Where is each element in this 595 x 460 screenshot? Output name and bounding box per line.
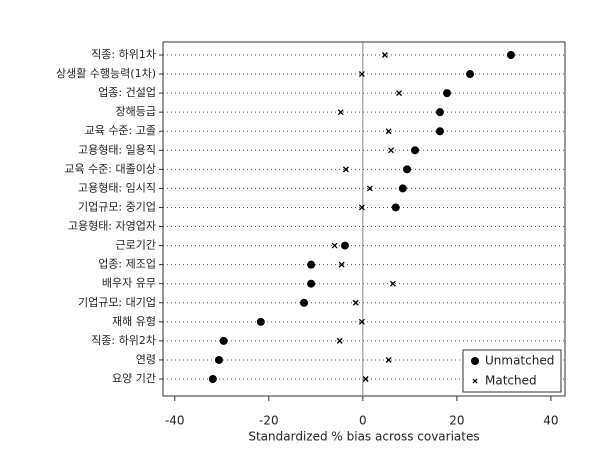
cross [358,71,365,78]
y-tick-label: 기업규모: 대기업 [78,296,156,309]
dot [398,184,407,193]
cross [358,318,365,325]
cross [337,109,344,116]
cross [336,337,343,344]
legend-box [462,349,562,393]
y-tick-label: 요양 기간 [112,372,156,385]
cross [389,280,396,287]
dot [411,146,420,155]
dot [300,298,309,307]
y-tick-label: 연령 [136,353,156,366]
dot [307,260,316,269]
y-tick-label: 직종: 하위2차 [91,333,156,347]
cross [358,204,365,211]
plot-frame [162,41,566,397]
y-tick-label: 교육 수준: 대졸이상 [64,162,156,175]
legend-cross [472,378,478,384]
y-tick-label: 근로기간 [116,239,156,252]
cross [366,185,373,192]
x-axis-label: Standardized % bias across covariates [248,430,479,444]
legend-label: Unmatched [485,354,554,368]
dot [442,89,451,98]
legend-label: Matched [485,374,537,388]
dot [208,375,217,383]
y-tick-label: 재해 유형 [112,314,156,328]
dot [435,127,444,136]
dot [435,108,444,117]
x-tick-label: 0 [359,414,367,428]
legend-dot [471,357,479,365]
cross [342,166,349,173]
x-tick-label: 40 [543,414,558,428]
y-tick-label: 고용형태: 일용직 [78,142,156,156]
dot [307,279,316,288]
y-tick-label: 장해등급 [116,104,156,118]
dot [256,317,265,326]
dot [340,241,349,250]
x-tick-label: -20 [259,414,279,428]
dot [403,165,412,174]
dot [506,51,515,59]
y-tick-label: 배우자 유무 [102,277,156,290]
x-tick-label: 20 [449,414,464,428]
cross [338,261,345,268]
y-tick-label: 교육 수준: 고졸 [85,124,156,137]
cross [385,356,392,363]
dot [466,70,475,79]
y-tick-label: 고용형태: 자영업자 [68,220,156,233]
y-tick-label: 업종: 제조업 [98,258,156,271]
y-tick-label: 직종: 하위1차 [91,47,156,61]
cross [388,147,394,154]
cross [385,128,392,135]
x-tick-label: -40 [165,414,185,428]
y-tick-label: 기업규모: 중기업 [78,200,156,213]
y-tick-label: 상생활 수행능력(1차) [56,66,156,80]
cross [381,52,388,58]
y-tick-label: 업종: 건설업 [98,86,156,99]
y-tick-label: 고용형태: 임시직 [78,181,156,194]
cross [331,242,338,249]
dot [391,203,400,212]
cross [352,299,359,306]
dot [219,336,228,345]
cross [362,376,369,382]
dot [214,355,223,364]
cross [396,90,402,97]
